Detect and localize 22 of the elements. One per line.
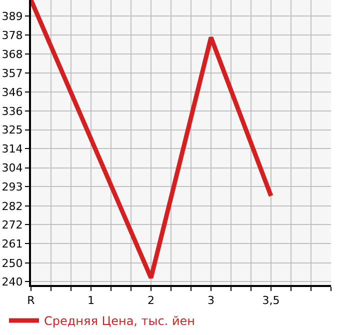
y-tick-label: 240 <box>2 275 23 288</box>
legend-label: Средняя Цена, тыс. йен <box>44 314 196 328</box>
y-tick-label: 261 <box>2 237 23 250</box>
x-tick-label: 3 <box>208 294 214 308</box>
x-tick-label: 3,5 <box>262 294 280 308</box>
y-tick-label: 304 <box>2 162 23 175</box>
y-tick-label: 389 <box>2 10 23 23</box>
y-tick-label: 368 <box>2 48 23 61</box>
y-tick-label: 272 <box>2 218 23 232</box>
x-tick-label: 1 <box>88 294 94 308</box>
x-tick-label: 2 <box>148 294 154 308</box>
y-tick-label: 293 <box>2 180 23 194</box>
y-tick-label: 346 <box>2 86 23 99</box>
y-tick-label: 336 <box>2 104 23 118</box>
x-tick-label: R <box>27 294 36 308</box>
y-tick-label: 314 <box>2 142 23 156</box>
line-series <box>31 0 274 280</box>
y-tick-label: 378 <box>2 28 23 42</box>
y-tick-label: 282 <box>2 200 23 213</box>
y-tick-label: 357 <box>2 66 23 80</box>
y-tick-label: 325 <box>2 124 23 137</box>
y-tick-label: 250 <box>2 256 23 270</box>
